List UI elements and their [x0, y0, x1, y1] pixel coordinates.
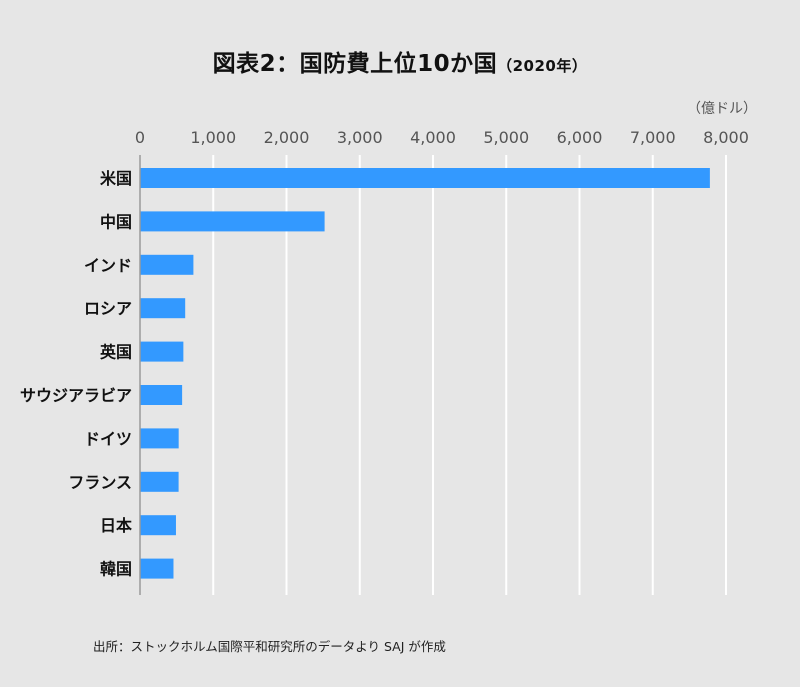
tick-labels: 0 1,000 2,000 3,000 4,000 5,000 6,000 7,000 8,00…: [135, 128, 749, 147]
category-label: フランス: [68, 473, 132, 492]
bar: [140, 428, 179, 449]
gridlines: [212, 155, 727, 595]
category-label: 韓国: [100, 560, 132, 579]
tick-label: 3,000: [337, 128, 383, 147]
tick-label: 0: [135, 128, 145, 147]
bar: [140, 471, 179, 492]
bar: [140, 515, 176, 536]
category-label: 中国: [100, 212, 132, 231]
bar: [140, 341, 184, 362]
bar: [140, 211, 325, 232]
category-label: 米国: [100, 169, 132, 188]
title-year: （2020年）: [497, 57, 588, 75]
tick-label: 7,000: [630, 128, 676, 147]
bar: [140, 254, 194, 275]
bar: [140, 385, 183, 405]
category-label: 日本: [100, 516, 132, 535]
bar: [140, 558, 174, 579]
tick-label: 1,000: [190, 128, 236, 147]
tick-label: 5,000: [483, 128, 529, 147]
bars: [140, 168, 710, 579]
category-label: サウジアラビア: [20, 386, 132, 405]
tick-label: 6,000: [557, 128, 603, 147]
source-note: 出所：ストックホルム国際平和研究所のデータより SAJ が作成: [93, 639, 446, 654]
category-label: インド: [84, 256, 132, 275]
title-main: 図表2：国防費上位10か国: [212, 51, 498, 77]
category-label: 英国: [99, 343, 132, 362]
unit-label: （億ドル）: [687, 101, 757, 117]
category-label: ロシア: [84, 299, 132, 318]
tick-label: 8,000: [703, 128, 749, 147]
bar: [140, 168, 710, 188]
tick-label: 4,000: [410, 128, 456, 147]
bar: [140, 298, 186, 319]
tick-label: 2,000: [264, 128, 310, 147]
category-label: ドイツ: [84, 429, 132, 448]
chart-title: 図表2：国防費上位10か国（2020年）: [0, 44, 800, 78]
